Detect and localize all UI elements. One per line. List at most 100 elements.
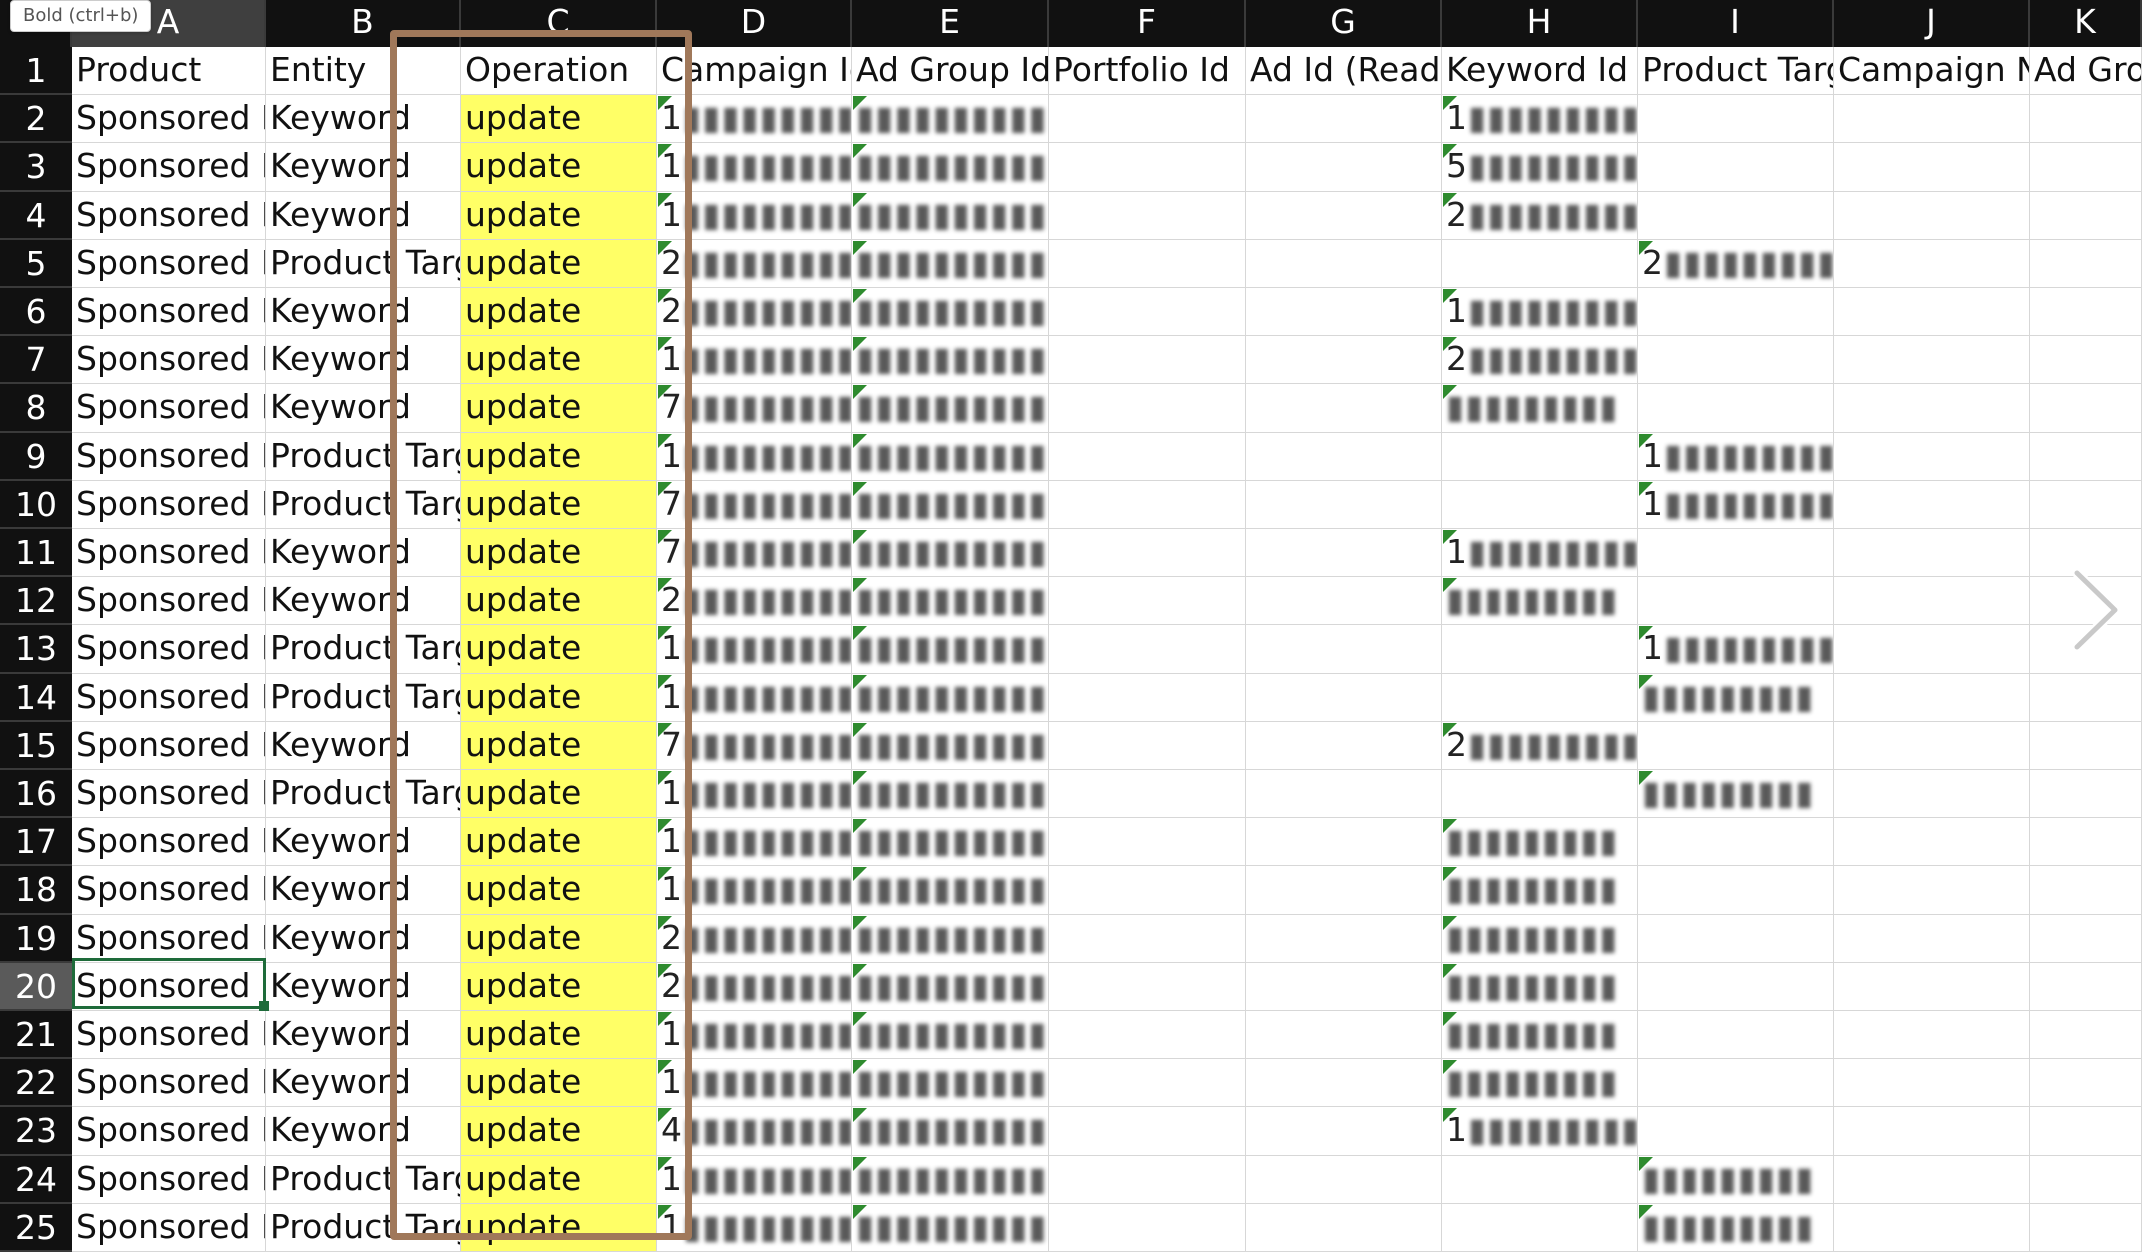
cell-campaign-name[interactable] (1834, 1107, 2030, 1156)
cell-ad-group-name[interactable] (2030, 95, 2142, 144)
cell-campaign-name[interactable] (1834, 336, 2030, 385)
cell-product-target-id[interactable] (1638, 1107, 1834, 1156)
cell-product[interactable]: Sponsored Pr (72, 818, 266, 867)
cell-operation[interactable]: update (461, 1107, 657, 1156)
cell-ad-id[interactable] (1246, 384, 1442, 433)
cell-entity[interactable]: Keyword (266, 818, 461, 867)
row-header-6[interactable]: 6 (0, 288, 72, 337)
cell-product-target-id[interactable] (1638, 866, 1834, 915)
cell-ad-id[interactable] (1246, 770, 1442, 819)
cell-operation[interactable]: update (461, 143, 657, 192)
cell-ad-id[interactable] (1246, 625, 1442, 674)
cell-ad-id[interactable] (1246, 818, 1442, 867)
cell-product-target-id[interactable] (1638, 288, 1834, 337)
fill-handle[interactable] (259, 1001, 269, 1011)
cell-portfolio-id[interactable] (1049, 866, 1246, 915)
cell-ad-id[interactable] (1246, 673, 1442, 722)
cell-ad-id[interactable] (1246, 480, 1442, 529)
row-header-20[interactable]: 20 (0, 962, 72, 1011)
cell-ad-group-id[interactable]: ▮▮▮▮▮▮▮▮▮▮ (852, 577, 1049, 626)
cell-keyword-id[interactable] (1442, 432, 1638, 481)
cell-ad-group-name[interactable] (2030, 818, 2142, 867)
header-cell-c[interactable]: Operation (461, 47, 657, 96)
cell-ad-id[interactable] (1246, 866, 1442, 915)
cell-keyword-id[interactable] (1442, 1203, 1638, 1252)
cell-product[interactable]: Sponsored Pr (72, 1155, 266, 1204)
cell-ad-group-name[interactable] (2030, 143, 2142, 192)
cell-product-target-id[interactable] (1638, 962, 1834, 1011)
cell-ad-group-name[interactable] (2030, 673, 2142, 722)
cell-product[interactable]: Sponsored Pr (72, 673, 266, 722)
cell-entity[interactable]: Product Targ (266, 770, 461, 819)
row-header-2[interactable]: 2 (0, 95, 72, 144)
cell-portfolio-id[interactable] (1049, 529, 1246, 578)
cell-product-target-id[interactable] (1638, 1059, 1834, 1108)
cell-campaign-name[interactable] (1834, 625, 2030, 674)
cell-entity[interactable]: Product Targ (266, 480, 461, 529)
cell-portfolio-id[interactable] (1049, 288, 1246, 337)
cell-keyword-id[interactable]: 2▮▮▮▮▮▮▮▮▮ (1442, 191, 1638, 240)
cell-product-target-id[interactable] (1638, 818, 1834, 867)
cell-ad-group-name[interactable] (2030, 1059, 2142, 1108)
cell-campaign-id[interactable]: 1▮▮▮▮▮▮▮▮▮ (657, 191, 852, 240)
cell-campaign-id[interactable]: 1▮▮▮▮▮▮▮▮▮ (657, 95, 852, 144)
row-header-24[interactable]: 24 (0, 1155, 72, 1204)
cell-product-target-id[interactable]: ▮▮▮▮▮▮▮▮▮ (1638, 1155, 1834, 1204)
cell-campaign-id[interactable]: 1▮▮▮▮▮▮▮▮▮ (657, 625, 852, 674)
cell-portfolio-id[interactable] (1049, 577, 1246, 626)
cell-portfolio-id[interactable] (1049, 673, 1246, 722)
cell-ad-group-name[interactable] (2030, 336, 2142, 385)
cell-operation[interactable]: update (461, 432, 657, 481)
cell-campaign-name[interactable] (1834, 288, 2030, 337)
cell-product-target-id[interactable] (1638, 336, 1834, 385)
cell-keyword-id[interactable]: ▮▮▮▮▮▮▮▮▮ (1442, 818, 1638, 867)
cell-portfolio-id[interactable] (1049, 1011, 1246, 1060)
row-header-5[interactable]: 5 (0, 239, 72, 288)
cell-campaign-name[interactable] (1834, 770, 2030, 819)
cell-entity[interactable]: Keyword (266, 288, 461, 337)
cell-ad-id[interactable] (1246, 288, 1442, 337)
cell-campaign-id[interactable]: 1▮▮▮▮▮▮▮▮▮ (657, 770, 852, 819)
cell-ad-group-id[interactable]: ▮▮▮▮▮▮▮▮▮▮ (852, 529, 1049, 578)
cell-campaign-name[interactable] (1834, 239, 2030, 288)
row-header-22[interactable]: 22 (0, 1059, 72, 1108)
cell-keyword-id[interactable] (1442, 625, 1638, 674)
cell-operation[interactable]: update (461, 529, 657, 578)
cell-entity[interactable]: Keyword (266, 143, 461, 192)
cell-ad-id[interactable] (1246, 1059, 1442, 1108)
header-cell-a[interactable]: Product (72, 47, 266, 96)
cell-ad-group-id[interactable]: ▮▮▮▮▮▮▮▮▮▮ (852, 1155, 1049, 1204)
column-header-e[interactable]: E (852, 0, 1049, 47)
cell-keyword-id[interactable]: ▮▮▮▮▮▮▮▮▮ (1442, 962, 1638, 1011)
cell-product[interactable]: Sponsored Pr (72, 866, 266, 915)
cell-entity[interactable]: Product Targ (266, 432, 461, 481)
cell-ad-group-id[interactable]: ▮▮▮▮▮▮▮▮▮▮ (852, 191, 1049, 240)
cell-operation[interactable]: update (461, 914, 657, 963)
cell-ad-group-id[interactable]: ▮▮▮▮▮▮▮▮▮▮ (852, 288, 1049, 337)
cell-ad-group-name[interactable] (2030, 962, 2142, 1011)
cell-entity[interactable]: Keyword (266, 577, 461, 626)
column-header-k[interactable]: K (2030, 0, 2142, 47)
cell-ad-group-name[interactable] (2030, 721, 2142, 770)
cell-portfolio-id[interactable] (1049, 721, 1246, 770)
cell-ad-group-name[interactable] (2030, 866, 2142, 915)
cell-ad-group-id[interactable]: ▮▮▮▮▮▮▮▮▮▮ (852, 914, 1049, 963)
cell-product[interactable]: Sponsored Pr (72, 95, 266, 144)
cell-campaign-id[interactable]: 1▮▮▮▮▮▮▮▮▮ (657, 1011, 852, 1060)
cell-ad-group-id[interactable]: ▮▮▮▮▮▮▮▮▮▮ (852, 866, 1049, 915)
cell-entity[interactable]: Keyword (266, 866, 461, 915)
cell-operation[interactable]: update (461, 480, 657, 529)
cell-keyword-id[interactable]: 2▮▮▮▮▮▮▮▮▮ (1442, 721, 1638, 770)
cell-campaign-id[interactable]: 1▮▮▮▮▮▮▮▮▮ (657, 866, 852, 915)
cell-product-target-id[interactable]: 1▮▮▮▮▮▮▮▮▮ (1638, 432, 1834, 481)
cell-product[interactable]: Sponsored Pr (72, 577, 266, 626)
cell-keyword-id[interactable]: 1▮▮▮▮▮▮▮▮▮ (1442, 288, 1638, 337)
cell-product-target-id[interactable] (1638, 721, 1834, 770)
cell-product[interactable]: Sponsored Pr (72, 239, 266, 288)
cell-operation[interactable]: update (461, 577, 657, 626)
cell-product[interactable]: Sponsored Pr (72, 480, 266, 529)
header-cell-d[interactable]: Campaign Id (657, 47, 852, 96)
cell-keyword-id[interactable] (1442, 770, 1638, 819)
cell-portfolio-id[interactable] (1049, 336, 1246, 385)
